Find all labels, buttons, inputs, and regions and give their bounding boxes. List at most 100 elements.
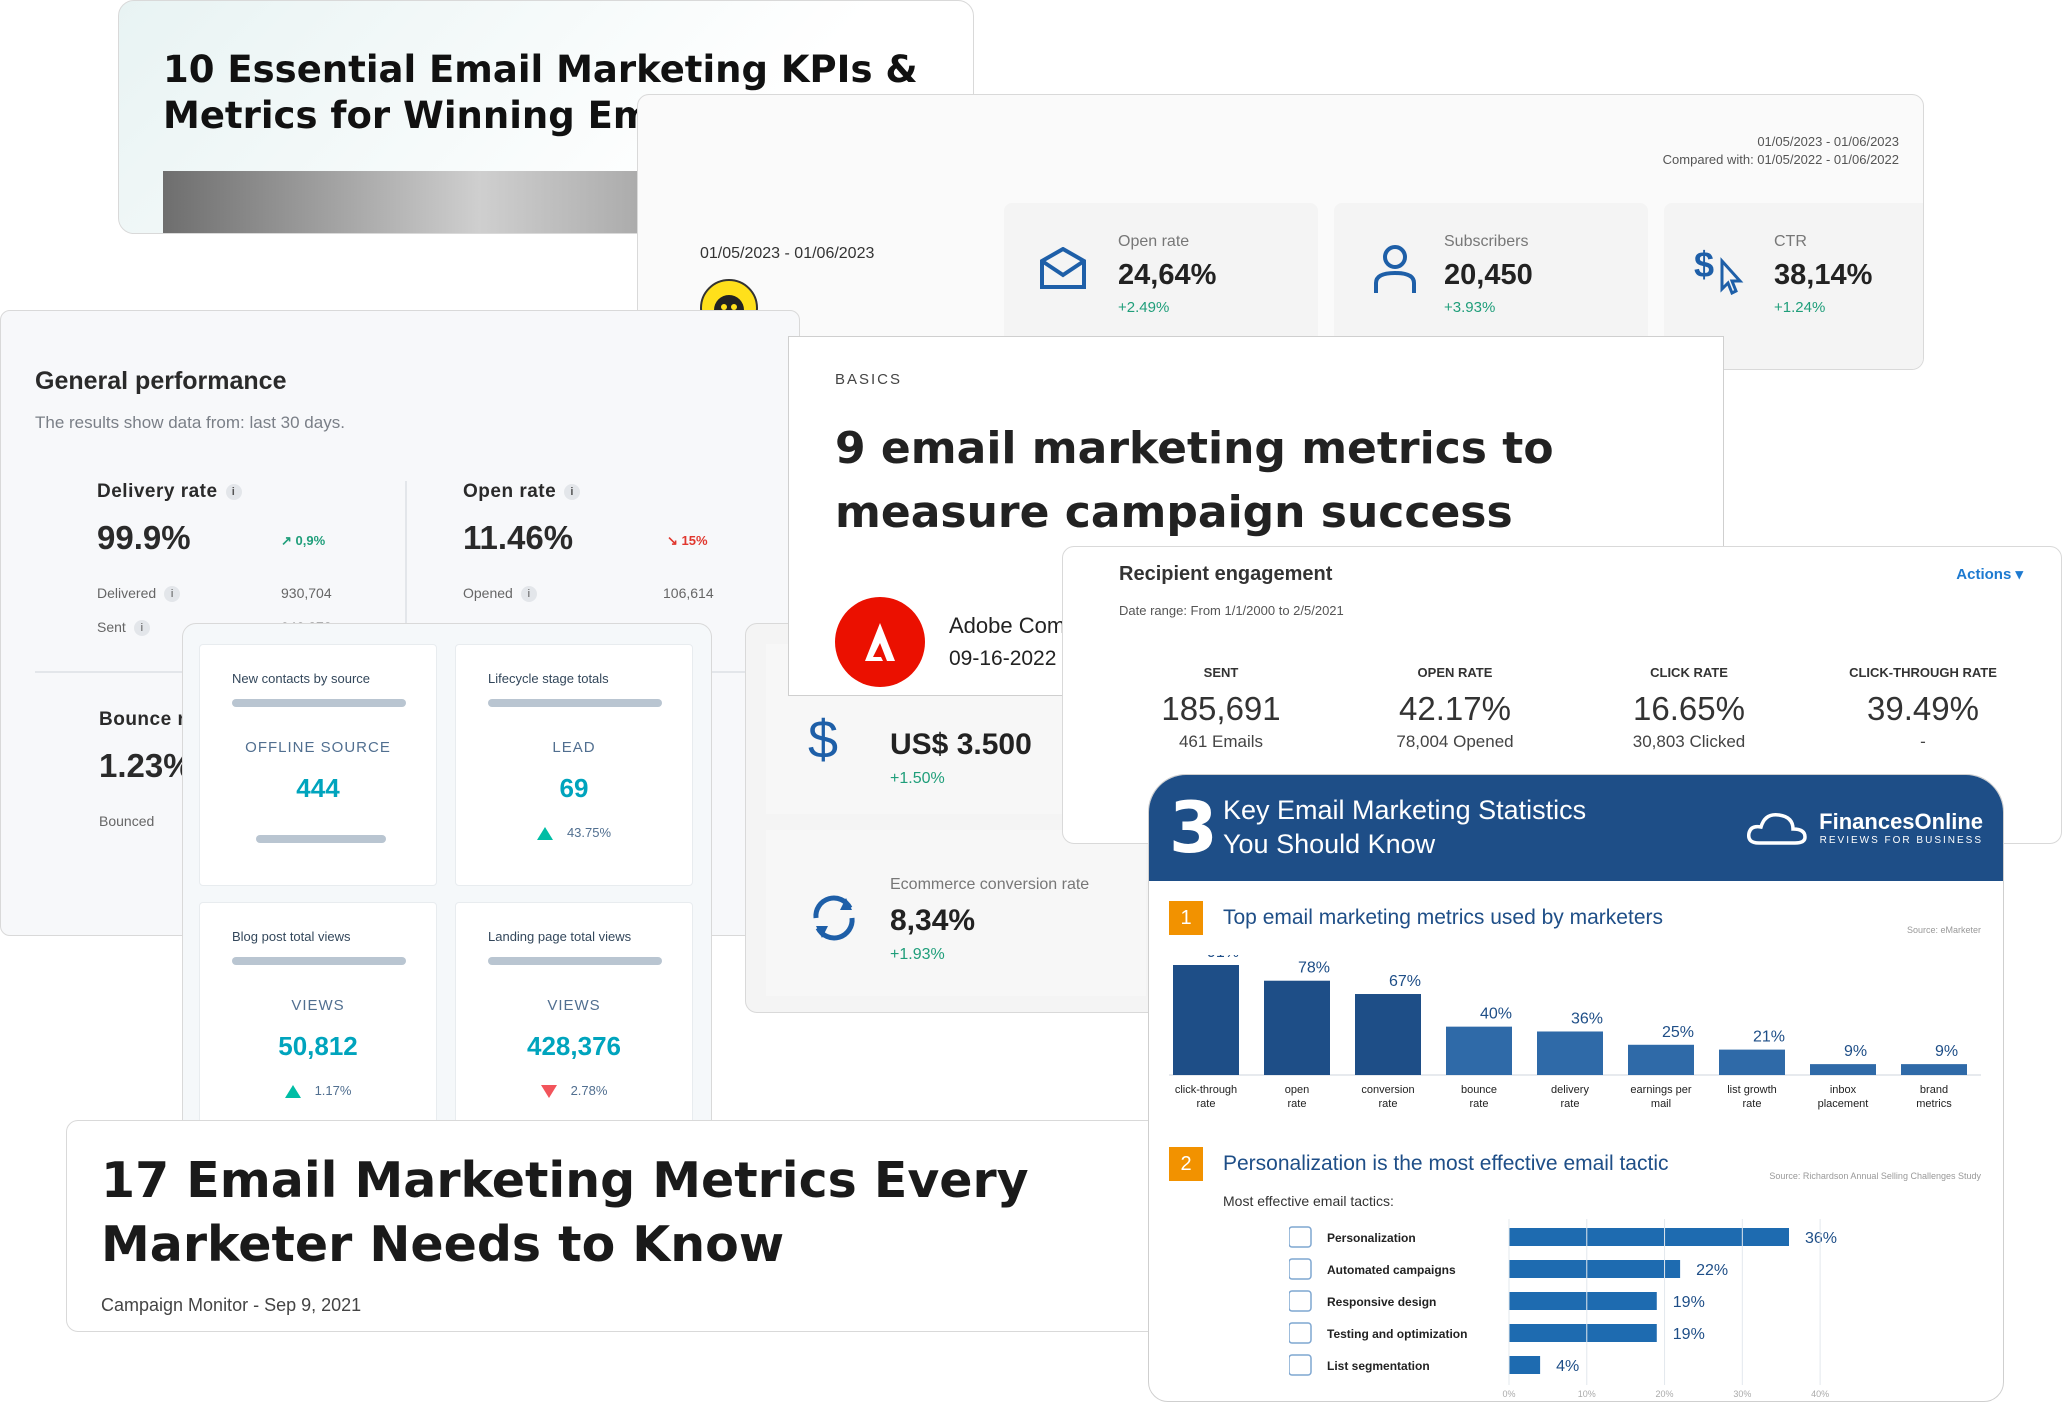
category-label: rate: [1470, 1098, 1489, 1110]
divider: [405, 481, 407, 641]
tactic-icon: [1289, 1322, 1312, 1344]
article-title: 9 email marketing metrics to measure cam…: [835, 423, 1554, 538]
conversion-value: 8,34%: [890, 904, 976, 937]
metric-value: 1.23%: [99, 747, 193, 784]
tile-title: Landing page total views: [488, 929, 632, 944]
tile-caption: VIEWS: [291, 997, 345, 1014]
article-card-campaign-monitor[interactable]: 17 Email Marketing Metrics Every Markete…: [66, 1120, 1172, 1332]
tactic-icon: [1289, 1354, 1312, 1376]
category-label: rate: [1379, 1098, 1398, 1110]
metric-name: Delivery rate: [97, 481, 218, 502]
category-label: Automated campaigns: [1327, 1263, 1456, 1277]
tactic-icon: [1289, 1258, 1312, 1280]
conversion-delta: +1.93%: [890, 946, 945, 963]
revenue-delta: +1.50%: [890, 770, 945, 787]
report-tile[interactable]: Lifecycle stage totals LEAD 69 43.75%: [455, 644, 693, 886]
trend-up-icon: [284, 1085, 301, 1099]
stat-sub: 30,803 Clicked: [1632, 732, 1746, 751]
info-icon[interactable]: i: [133, 620, 150, 637]
category-label: rate: [1288, 1098, 1307, 1110]
tick-label: 10%: [1578, 1389, 1596, 1399]
category-label: rate: [1743, 1098, 1762, 1110]
actions-dropdown[interactable]: Actions ▾: [1956, 566, 2023, 583]
brand-name: FinancesOnline: [1819, 809, 1983, 834]
row-label: Bounced: [99, 813, 155, 829]
section-title: Top email marketing metrics used by mark…: [1223, 906, 1663, 929]
tick-label: 20%: [1656, 1389, 1674, 1399]
stat-click-rate: CLICK RATE 16.65% 30,803 Clicked: [1559, 665, 1819, 752]
stat-label: OPEN RATE: [1417, 665, 1493, 680]
skeleton-bar: [256, 835, 386, 843]
tile-value: 24,64%: [1118, 259, 1217, 291]
cloud-icon: [1747, 813, 1807, 845]
stat-sub: 461 Emails: [1178, 732, 1264, 751]
brand-tagline: REVIEWS FOR BUSINESS: [1819, 835, 1983, 846]
category-label: earnings per: [1630, 1084, 1691, 1096]
report-tile[interactable]: Landing page total views VIEWS 428,376 2…: [455, 902, 693, 1142]
info-icon[interactable]: i: [520, 586, 537, 603]
tile-delta: 2.78%: [570, 1083, 608, 1098]
category-label: Personalization: [1327, 1231, 1416, 1245]
header-number: 3: [1169, 787, 1218, 869]
date-range: Date range: From 1/1/2000 to 2/5/2021: [1119, 603, 1344, 618]
metric-change: ↗ 0,9%: [281, 533, 326, 548]
svg-text:$: $: [1694, 244, 1714, 285]
tile-delta: +1.24%: [1774, 299, 1826, 316]
finances-online-logo: FinancesOnline REVIEWS FOR BUSINESS: [1747, 809, 1983, 846]
tactic-icon: [1289, 1226, 1312, 1248]
info-icon[interactable]: i: [225, 483, 242, 500]
mailchimp-report-card: 01/05/2023 - 01/06/2023 Compared with: 0…: [637, 94, 1924, 370]
dollar-icon: $: [808, 710, 838, 768]
category-label: open: [1285, 1084, 1309, 1096]
category-label: delivery: [1551, 1084, 1589, 1096]
stat-sent: SENT 185,691 461 Emails: [1091, 665, 1351, 752]
tile-value: 20,450: [1444, 259, 1533, 291]
category-label: list growth: [1727, 1084, 1777, 1096]
tile-delta: 43.75%: [566, 825, 612, 840]
category-label: mail: [1651, 1098, 1671, 1110]
date-range: 01/05/2023 - 01/06/2023 Compared with: 0…: [1663, 133, 1899, 169]
stat-sub: -: [1920, 732, 1926, 751]
tile-caption: LEAD: [552, 739, 596, 756]
section-source: Source: eMarketer: [1906, 925, 1981, 935]
tile-name: CTR: [1774, 233, 1807, 250]
tile-value: 69: [559, 773, 589, 803]
bar: [1509, 1324, 1657, 1342]
conversion-tile: Ecommerce conversion rate 8,34% +1.93%: [766, 830, 1146, 996]
user-icon: [1374, 245, 1416, 293]
article-byline: Campaign Monitor - Sep 9, 2021: [101, 1295, 362, 1315]
row-label: Opened: [463, 585, 513, 601]
date-range-current: 01/05/2023 - 01/06/2023: [1757, 134, 1899, 149]
report-tile[interactable]: Blog post total views VIEWS 50,812 1.17%: [199, 902, 437, 1142]
header-title-line: Key Email Marketing Statistics: [1223, 795, 1587, 825]
tactics-bar-chart: Personalization 36% Automated campaigns 22%…: [1289, 1219, 1837, 1399]
tile-value: 444: [296, 773, 340, 803]
tile-delta: +2.49%: [1118, 299, 1170, 316]
conversion-name: Ecommerce conversion rate: [890, 876, 1090, 893]
bar: [1719, 1049, 1785, 1075]
tile-caption: VIEWS: [547, 997, 601, 1014]
bar: [1628, 1044, 1694, 1075]
data-label: 25%: [1662, 1024, 1694, 1041]
stat-value: 42.17%: [1399, 690, 1511, 727]
bar: [1509, 1356, 1541, 1374]
category-label: Responsive design: [1327, 1295, 1436, 1309]
category-label: List segmentation: [1327, 1359, 1430, 1373]
finances-online-infographic: 3 Key Email Marketing Statistics You Sho…: [1148, 774, 2004, 1402]
row-value: 930,704: [281, 585, 332, 601]
tile-value: 50,812: [278, 1031, 358, 1061]
skeleton-bar: [232, 699, 406, 707]
report-tile[interactable]: New contacts by source OFFLINE SOURCE 44…: [199, 644, 437, 886]
article-author: Adobe Com: [949, 613, 1066, 638]
section-title: Recipient engagement: [1119, 563, 1333, 585]
metric-open-rate: Open rate i 11.46% ↘ 15% Opened i 106,614: [463, 481, 763, 603]
data-label: 67%: [1389, 973, 1421, 990]
skeleton-bar: [488, 957, 662, 965]
info-icon[interactable]: i: [564, 483, 581, 500]
stat-label: CLICK RATE: [1650, 665, 1728, 680]
bar: [1509, 1292, 1657, 1310]
category-label: placement: [1818, 1098, 1869, 1110]
tick-label: 0%: [1502, 1389, 1515, 1399]
info-icon[interactable]: i: [164, 586, 181, 603]
header-title-line: You Should Know: [1223, 829, 1436, 859]
